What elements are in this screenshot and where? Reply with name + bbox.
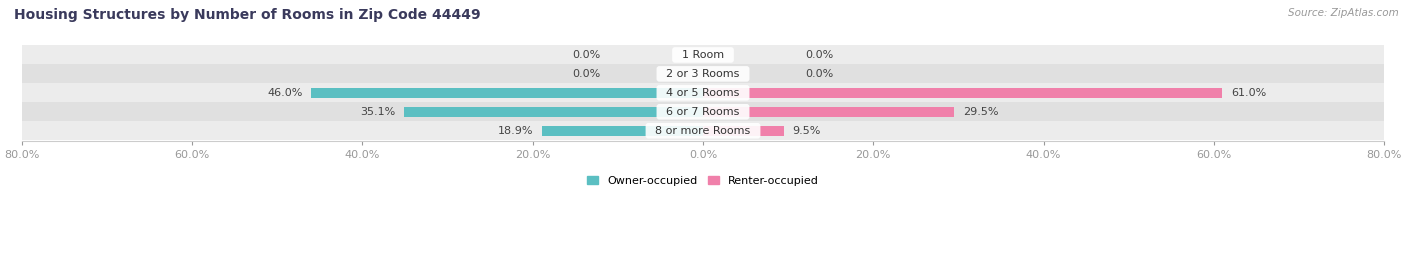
Text: 8 or more Rooms: 8 or more Rooms (648, 126, 758, 136)
Text: 61.0%: 61.0% (1230, 88, 1267, 98)
Bar (703, 88, 1222, 98)
Text: 0.0%: 0.0% (572, 50, 600, 60)
Bar (703, 107, 955, 117)
Text: Source: ZipAtlas.com: Source: ZipAtlas.com (1288, 8, 1399, 18)
Text: 35.1%: 35.1% (360, 107, 395, 117)
Bar (22, 45, 1384, 64)
Text: 46.0%: 46.0% (267, 88, 302, 98)
Text: 2 or 3 Rooms: 2 or 3 Rooms (659, 69, 747, 79)
Bar (22, 83, 1384, 102)
Bar (543, 126, 703, 136)
Bar (703, 126, 785, 136)
Text: 29.5%: 29.5% (963, 107, 998, 117)
Text: 4 or 5 Rooms: 4 or 5 Rooms (659, 88, 747, 98)
Text: 0.0%: 0.0% (572, 69, 600, 79)
Legend: Owner-occupied, Renter-occupied: Owner-occupied, Renter-occupied (586, 176, 820, 186)
Bar (311, 88, 703, 98)
Text: 6 or 7 Rooms: 6 or 7 Rooms (659, 107, 747, 117)
Text: 18.9%: 18.9% (498, 126, 533, 136)
Text: 1 Room: 1 Room (675, 50, 731, 60)
Text: Housing Structures by Number of Rooms in Zip Code 44449: Housing Structures by Number of Rooms in… (14, 8, 481, 22)
Bar (22, 102, 1384, 121)
Text: 0.0%: 0.0% (806, 69, 834, 79)
Text: 0.0%: 0.0% (806, 50, 834, 60)
Bar (404, 107, 703, 117)
Text: 9.5%: 9.5% (793, 126, 821, 136)
Bar (22, 121, 1384, 140)
Bar (22, 64, 1384, 83)
